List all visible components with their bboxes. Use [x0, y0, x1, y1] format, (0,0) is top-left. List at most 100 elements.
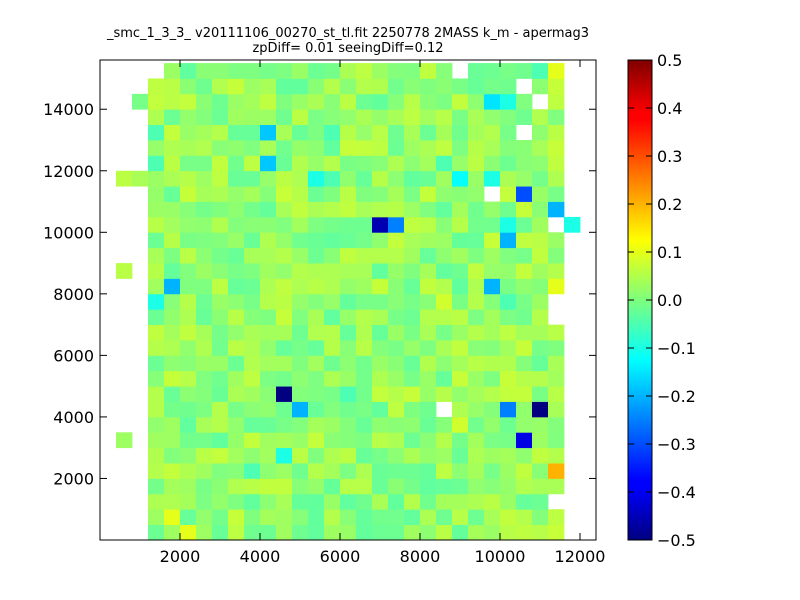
heatmap-cell — [548, 201, 565, 218]
heatmap-cell — [292, 355, 309, 372]
heatmap-cell — [292, 432, 309, 449]
heatmap-cell — [404, 201, 421, 218]
heatmap-cell — [516, 155, 533, 172]
heatmap-cell — [420, 78, 437, 95]
heatmap-cell — [308, 155, 325, 172]
heatmap-cell — [260, 247, 277, 264]
heatmap-cell — [436, 216, 453, 233]
heatmap-cell — [452, 432, 469, 449]
heatmap-cell — [276, 232, 293, 249]
heatmap-cell — [404, 278, 421, 295]
colorbar-tick-label: −0.5 — [657, 531, 696, 550]
heatmap-cell — [404, 232, 421, 249]
heatmap-cell — [484, 340, 501, 356]
heatmap-cell — [420, 524, 437, 541]
heatmap-cell — [276, 463, 293, 479]
heatmap-cell — [420, 247, 437, 264]
heatmap-cell — [244, 370, 261, 387]
heatmap-cell — [500, 155, 517, 172]
heatmap-cell — [420, 232, 437, 249]
heatmap-cell — [436, 201, 453, 218]
heatmap-cell — [260, 386, 277, 402]
heatmap-cell — [228, 355, 245, 372]
heatmap-cell — [452, 232, 469, 249]
heatmap-cell — [260, 78, 277, 95]
heatmap-cell — [228, 447, 245, 464]
heatmap-cell — [164, 493, 181, 510]
heatmap-cell — [516, 524, 533, 541]
heatmap-cell — [372, 493, 389, 510]
colorbar-tick-label: −0.3 — [657, 435, 696, 454]
heatmap-cell — [388, 63, 405, 79]
heatmap-cell — [148, 140, 165, 156]
heatmap-cell — [324, 293, 341, 310]
heatmap-cell — [420, 278, 437, 295]
heatmap-cell — [436, 432, 453, 449]
heatmap-cell — [212, 278, 229, 295]
heatmap-cell — [164, 340, 181, 356]
heatmap-cell — [212, 78, 229, 95]
heatmap-cell — [308, 509, 325, 526]
heatmap-cell — [468, 416, 485, 433]
heatmap-cell — [532, 355, 549, 372]
heatmap-cell — [452, 186, 469, 202]
heatmap-cell — [388, 263, 405, 279]
heatmap-cell — [420, 355, 437, 372]
heatmap-cell — [372, 263, 389, 279]
heatmap-cell — [196, 140, 213, 156]
heatmap-cell — [404, 324, 421, 341]
heatmap-cell — [500, 478, 517, 495]
heatmap-cell — [516, 232, 533, 249]
heatmap-cell — [276, 247, 293, 264]
heatmap-cell — [180, 524, 197, 541]
heatmap-cell — [308, 216, 325, 233]
heatmap-cell — [308, 247, 325, 264]
heatmap-cell — [452, 447, 469, 464]
heatmap-cell — [148, 509, 165, 526]
heatmap-cell — [452, 78, 469, 95]
heatmap-cell — [308, 386, 325, 402]
heatmap-cell — [212, 509, 229, 526]
heatmap-cell — [516, 324, 533, 341]
heatmap-cell — [436, 340, 453, 356]
heatmap-cell — [244, 324, 261, 341]
heatmap-cell — [164, 309, 181, 326]
heatmap-cell — [180, 140, 197, 156]
heatmap-cell — [148, 493, 165, 510]
heatmap-cell — [308, 432, 325, 449]
heatmap-cell — [468, 324, 485, 341]
heatmap-cell — [404, 432, 421, 449]
heatmap-cell — [484, 247, 501, 264]
heatmap-cell — [292, 447, 309, 464]
heatmap-cell — [532, 155, 549, 172]
heatmap-cell — [196, 524, 213, 541]
colorbar-tick-label: 0.3 — [657, 147, 682, 166]
heatmap-cell — [404, 78, 421, 95]
heatmap-cell — [164, 170, 181, 187]
heatmap-cell — [164, 78, 181, 95]
heatmap-cell — [164, 324, 181, 341]
plot-frame — [99, 59, 597, 541]
heatmap-cell — [228, 340, 245, 356]
heatmap-cell — [404, 463, 421, 479]
heatmap-cell — [228, 463, 245, 479]
heatmap-cell — [372, 324, 389, 341]
heatmap-cell — [292, 216, 309, 233]
heatmap-cell — [276, 201, 293, 218]
heatmap-cell — [276, 109, 293, 126]
colorbar-tick-label: 0.0 — [657, 291, 682, 310]
heatmap-cell — [244, 232, 261, 249]
heatmap-cell — [372, 201, 389, 218]
heatmap-cell — [516, 140, 533, 156]
heatmap-cell — [164, 447, 181, 464]
heatmap-cell — [468, 170, 485, 187]
heatmap-cell — [404, 524, 421, 541]
heatmap-cell — [340, 293, 357, 310]
heatmap-cell — [164, 232, 181, 249]
heatmap-cell — [196, 155, 213, 172]
heatmap-cell — [388, 416, 405, 433]
heatmap-cell — [420, 340, 437, 356]
heatmap-cell — [436, 109, 453, 126]
heatmap-cell — [324, 340, 341, 356]
heatmap-cell — [308, 309, 325, 326]
